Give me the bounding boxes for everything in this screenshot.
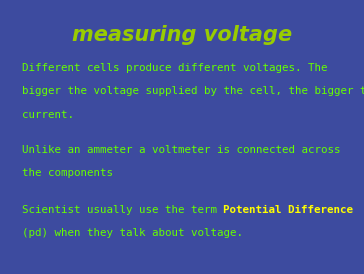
Text: (pd) when they talk about voltage.: (pd) when they talk about voltage. bbox=[22, 229, 243, 238]
Text: Different cells produce different voltages. The: Different cells produce different voltag… bbox=[22, 63, 327, 73]
Text: current.: current. bbox=[22, 110, 74, 119]
Text: measuring voltage: measuring voltage bbox=[72, 25, 292, 45]
Text: Potential Difference: Potential Difference bbox=[223, 205, 353, 215]
Text: Scientist usually use the term: Scientist usually use the term bbox=[22, 205, 223, 215]
Text: bigger the voltage supplied by the cell, the bigger the: bigger the voltage supplied by the cell,… bbox=[22, 86, 364, 96]
Text: Unlike an ammeter a voltmeter is connected across: Unlike an ammeter a voltmeter is connect… bbox=[22, 145, 340, 155]
Text: the components: the components bbox=[22, 168, 113, 178]
